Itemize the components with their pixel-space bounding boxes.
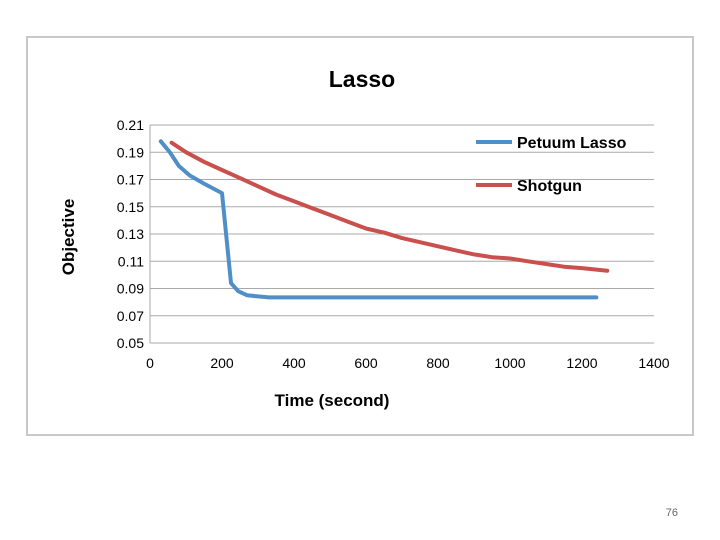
x-tick-label: 0 <box>146 355 154 371</box>
series-line-shotgun <box>169 140 610 273</box>
y-axis-label: Objective <box>59 199 78 276</box>
x-axis-label: Time (second) <box>275 391 390 410</box>
x-tick-label: 1400 <box>638 355 669 371</box>
x-tick-label: 200 <box>210 355 234 371</box>
x-tick-label: 1000 <box>494 355 525 371</box>
legend: Petuum Lasso Shotgun <box>476 135 627 195</box>
y-tick-label: 0.13 <box>117 226 144 242</box>
lasso-chart: Lasso Time (second) Objective 0.210.190.… <box>59 66 670 410</box>
y-tick-label: 0.09 <box>117 281 144 297</box>
y-tick-labels: 0.21 0.19 0.17 0.15 0.13 0.11 0.09 0.07 0.05 <box>117 117 144 351</box>
legend-label: Shotgun <box>517 178 582 195</box>
y-tick-label: 0.15 <box>117 199 144 215</box>
x-tick-label: 600 <box>354 355 378 371</box>
y-tick-label: 0.19 <box>117 144 144 160</box>
y-tick-label: 0.07 <box>117 308 144 324</box>
x-tick-label: 1200 <box>566 355 597 371</box>
series-line-petuum-lasso <box>158 139 599 300</box>
x-tick-label: 400 <box>282 355 306 371</box>
chart-title: Lasso <box>329 66 395 92</box>
chart-frame: Lasso Time (second) Objective 0.21 0.19 0.… <box>26 36 694 436</box>
y-tick-label: 0.17 <box>117 172 144 188</box>
page-number: 76 <box>665 507 678 519</box>
x-tick-label: 800 <box>426 355 450 371</box>
y-tick-label: 0.05 <box>117 335 144 351</box>
series-lines <box>158 139 610 300</box>
legend-label: Petuum Lasso <box>517 135 627 152</box>
y-tick-label: 0.21 <box>117 117 144 133</box>
y-tick-label: 0.11 <box>118 253 144 269</box>
x-tick-labels: 0 200 400 600 800 1000 1200 1400 <box>146 355 670 371</box>
